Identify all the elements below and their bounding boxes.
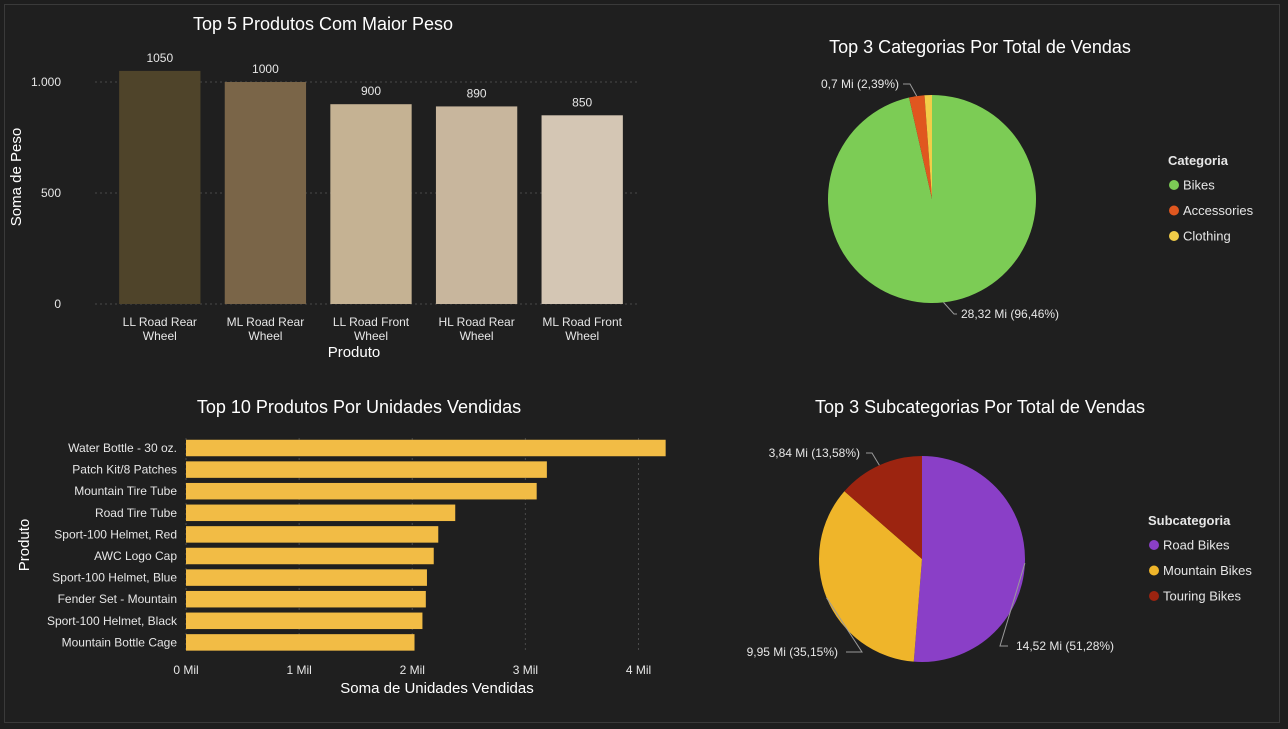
weight-data-label: 890 [467,86,487,100]
weight-bar [541,115,623,304]
units-category-label: Mountain Bottle Cage [62,635,178,649]
category-pie-slice [924,95,932,199]
weight-bar [435,106,518,304]
subcategory-legend-item: Road Bikes [1163,538,1230,553]
category-leader-line [903,83,918,97]
category-legend-item: Bikes [1183,178,1215,193]
subcategory-legend-marker [1149,540,1159,550]
units-bar [186,526,439,543]
category-data-label: 28,32 Mi (96,46%) [961,307,1059,321]
weight-bar [119,70,201,305]
subcategory-pie-chart: Top 3 Subcategorias Por Total de Vendas … [747,397,1252,662]
weight-x-axis-title: Produto [328,344,381,361]
units-bar [186,547,434,565]
subcategory-pie-slice [819,491,922,662]
subcategory-legend-marker [1149,565,1159,576]
category-chart-title: Top 3 Categorias Por Total de Vendas [829,37,1131,57]
units-category-label: Mountain Tire Tube [74,484,177,498]
units-x-axis-title: Soma de Unidades Vendidas [340,680,533,697]
category-legend-title: Categoria [1168,153,1229,168]
units-x-tick-label: 1 Mil [286,663,311,677]
units-category-label: Road Tire Tube [95,506,177,520]
units-bar [186,569,427,586]
units-y-axis-title: Produto [16,519,33,572]
weight-x-tick-label: HL Road Rear [438,315,514,329]
category-legend-item: Accessories [1183,203,1254,218]
units-category-label: Sport-100 Helmet, Black [47,614,178,628]
subcategory-data-label: 3,84 Mi (13,58%) [769,446,860,460]
weight-x-tick-label: Wheel [143,329,177,343]
subcategory-chart-title: Top 3 Subcategorias Por Total de Vendas [815,397,1145,417]
units-bar [186,439,666,457]
units-x-tick-label: 4 Mil [626,663,651,677]
weight-x-tick-label: Wheel [460,329,494,343]
category-data-label: 0,7 Mi (2,39%) [821,77,899,91]
weight-x-tick-label: LL Road Rear [123,315,197,329]
category-leader-line [943,302,957,315]
units-x-tick-label: 3 Mil [513,663,538,677]
units-bar [186,482,537,500]
category-legend-marker [1169,180,1179,190]
weight-chart-title: Top 5 Produtos Com Maior Peso [193,14,453,34]
category-legend-marker [1169,205,1179,216]
units-category-label: Sport-100 Helmet, Blue [52,571,177,585]
units-bar [186,504,456,522]
units-category-label: AWC Logo Cap [94,549,177,563]
weight-y-axis-title: Soma de Peso [8,128,25,226]
subcategory-data-label: 14,52 Mi (51,28%) [1016,639,1114,653]
category-legend-marker [1169,231,1179,241]
subcategory-leader-line [999,562,1026,647]
weight-x-tick-label: Wheel [248,329,282,343]
subcategory-legend-item: Mountain Bikes [1163,563,1252,578]
subcategory-legend-marker [1149,591,1159,601]
weight-bar-chart: Top 5 Produtos Com Maior Peso Soma de Pe… [8,14,638,361]
subcategory-data-label: 9,95 Mi (35,15%) [747,645,838,659]
subcategory-leader-line [866,452,880,466]
units-bar-chart: Top 10 Produtos Por Unidades Vendidas Pr… [16,397,666,697]
weight-y-tick-label: 1.000 [31,75,61,89]
subcategory-leader-line [826,597,863,653]
units-bar [186,461,547,478]
units-bar [186,590,426,608]
weight-y-tick-label: 500 [41,186,61,200]
units-category-label: Sport-100 Helmet, Red [54,527,177,541]
units-x-tick-label: 0 Mil [173,663,198,677]
category-pie-slice [828,95,1037,303]
weight-x-tick-label: ML Road Rear [227,315,305,329]
units-category-label: Fender Set - Mountain [58,592,177,606]
weight-bar [330,104,412,304]
category-pie-slice [909,95,932,199]
weight-x-tick-label: Wheel [354,329,388,343]
units-category-label: Patch Kit/8 Patches [72,463,177,477]
weight-data-label: 850 [572,95,592,109]
units-bar [186,634,415,651]
units-x-tick-label: 2 Mil [400,663,425,677]
weight-bar [224,82,307,304]
weight-x-tick-label: Wheel [565,329,599,343]
category-legend-item: Clothing [1183,229,1231,244]
subcategory-pie-slice [913,456,1025,662]
weight-data-label: 1050 [146,51,173,65]
weight-y-tick-label: 0 [54,297,61,311]
category-pie-chart: Top 3 Categorias Por Total de Vendas 28,… [821,37,1254,321]
weight-x-tick-label: LL Road Front [333,315,410,329]
subcategory-pie-slice [844,456,922,559]
units-category-label: Water Bottle - 30 oz. [68,441,177,455]
weight-data-label: 1000 [252,62,279,76]
units-bar [186,612,423,630]
subcategory-legend-item: Touring Bikes [1163,589,1242,604]
weight-x-tick-label: ML Road Front [542,315,622,329]
subcategory-legend-title: Subcategoria [1148,513,1231,528]
weight-data-label: 900 [361,84,381,98]
units-chart-title: Top 10 Produtos Por Unidades Vendidas [197,397,521,417]
